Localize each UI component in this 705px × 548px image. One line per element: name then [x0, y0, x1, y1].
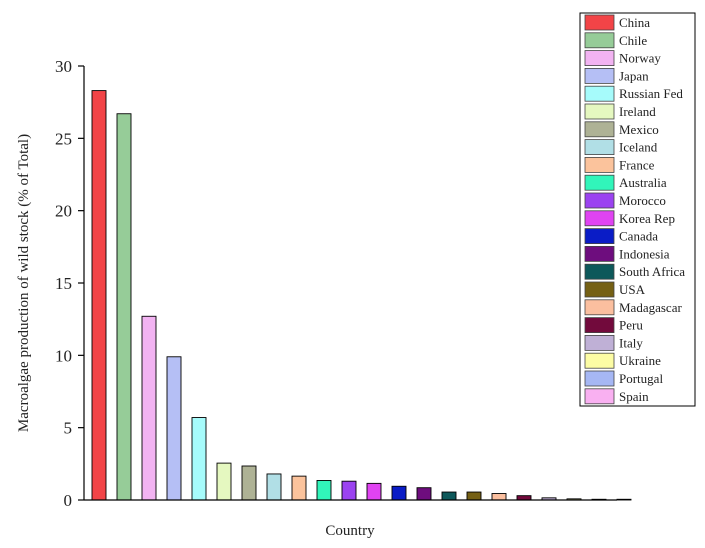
bar-australia	[316, 480, 332, 501]
legend-label-russian-fed: Russian Fed	[619, 86, 683, 101]
bar-france	[291, 475, 307, 501]
legend-swatch-ireland	[584, 103, 615, 120]
legend-swatch-chile	[584, 32, 615, 49]
legend-label-spain: Spain	[619, 389, 649, 404]
legend-swatch-italy	[584, 334, 615, 351]
bar-russian-fed	[191, 417, 207, 501]
bar-china	[91, 90, 107, 501]
bar-madagascar	[491, 493, 507, 501]
y-tick-label-25: 25	[55, 129, 72, 148]
legend: China Chile Norway Japan Russian Fed Ireland M…	[579, 12, 696, 407]
legend-swatch-iceland	[584, 139, 615, 156]
legend-swatch-madagascar	[584, 299, 615, 316]
legend-swatch-spain	[584, 388, 615, 405]
legend-label-japan: Japan	[619, 68, 649, 83]
legend-swatch-usa	[584, 281, 615, 298]
legend-label-ukraine: Ukraine	[619, 353, 661, 368]
bar-chile	[116, 113, 132, 501]
y-tick-label-15: 15	[55, 274, 72, 293]
bar-mexico	[241, 465, 257, 501]
bar-canada	[391, 485, 407, 501]
legend-label-mexico: Mexico	[619, 122, 659, 137]
bar-south-africa	[441, 491, 457, 501]
legend-label-australia: Australia	[619, 175, 667, 190]
y-axis-ticks: 0 5 10 15 20 25 30	[55, 57, 84, 510]
legend-swatch-canada	[584, 228, 615, 245]
y-tick-label-5: 5	[64, 419, 73, 438]
legend-swatch-mexico	[584, 121, 615, 138]
bar-norway	[141, 315, 157, 501]
legend-label-korea-rep: Korea Rep	[619, 211, 675, 226]
legend-label-indonesia: Indonesia	[619, 246, 670, 261]
legend-swatch-portugal	[584, 370, 615, 387]
y-tick-label-30: 30	[55, 57, 72, 76]
bar-iceland	[266, 473, 282, 501]
legend-label-iceland: Iceland	[619, 140, 658, 155]
x-axis-title: Country	[325, 523, 375, 539]
legend-label-morocco: Morocco	[619, 193, 666, 208]
legend-swatch-france	[584, 156, 615, 173]
legend-label-madagascar: Madagascar	[619, 300, 682, 315]
y-axis-title: Macroalgae production of wild stock (% o…	[16, 134, 32, 432]
legend-label-usa: USA	[619, 282, 646, 297]
legend-label-france: France	[619, 157, 655, 172]
y-tick-label-0: 0	[64, 491, 73, 510]
bar-spain	[616, 498, 632, 501]
legend-label-canada: Canada	[619, 229, 658, 244]
bar-ireland	[216, 462, 232, 501]
bar-usa	[466, 491, 482, 501]
legend-swatch-morocco	[584, 192, 615, 209]
legend-swatch-china	[584, 14, 615, 31]
legend-label-ireland: Ireland	[619, 104, 656, 119]
legend-swatch-norway	[584, 50, 615, 66]
bar-japan	[166, 356, 182, 501]
bars	[91, 90, 632, 501]
legend-swatch-ukraine	[584, 352, 615, 369]
legend-label-chile: Chile	[619, 33, 647, 48]
y-tick-label-10: 10	[55, 346, 72, 365]
legend-swatch-indonesia	[584, 245, 615, 262]
bar-indonesia	[416, 487, 432, 501]
legend-label-portugal: Portugal	[619, 371, 663, 386]
legend-label-south-africa: South Africa	[619, 264, 685, 279]
bar-korea-rep	[366, 482, 382, 501]
y-tick-label-20: 20	[55, 202, 72, 221]
bar-morocco	[341, 480, 357, 501]
legend-label-china: China	[619, 15, 650, 30]
legend-swatch-south-africa	[584, 263, 615, 280]
legend-label-italy: Italy	[619, 335, 643, 350]
legend-swatch-japan	[584, 68, 615, 84]
legend-swatch-australia	[584, 174, 615, 191]
legend-label-norway: Norway	[619, 51, 661, 66]
legend-label-peru: Peru	[619, 318, 643, 333]
bar-peru	[516, 495, 532, 501]
legend-swatch-peru	[584, 317, 615, 334]
legend-swatch-russian-fed	[584, 85, 615, 102]
legend-swatch-korea-rep	[584, 210, 615, 227]
